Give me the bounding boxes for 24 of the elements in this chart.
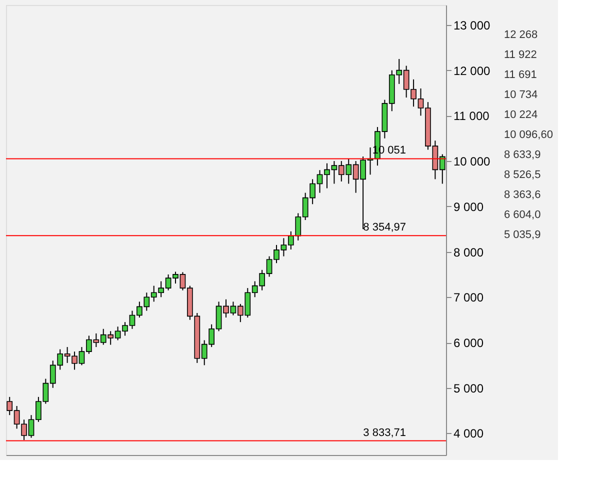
text: 8 633,9: [504, 149, 541, 161]
text: 10 734: [504, 89, 538, 101]
y-tick-label: 10 000: [454, 154, 491, 169]
y-tick-label: 4 000: [454, 426, 484, 441]
ref-line-label: 8 354,97: [363, 222, 406, 234]
text: 12 268: [504, 29, 538, 41]
text: 10 224: [504, 109, 538, 121]
text: 5 035,9: [504, 229, 541, 241]
y-tick-label: 6 000: [454, 336, 484, 350]
y-tick-label: 9 000: [454, 200, 484, 214]
y-tick-label: 7 000: [454, 290, 484, 305]
text: 8 363,6: [504, 189, 541, 201]
text: 10 096,60: [504, 129, 553, 141]
ref-line-label: 10 051: [372, 144, 406, 157]
y-tick-label: 13 000: [454, 18, 491, 32]
y-tick-label: 12 000: [454, 64, 491, 78]
y-tick-label: 8 000: [454, 245, 484, 260]
text: 8 526,5: [504, 169, 541, 181]
y-tick-label: 5 000: [454, 381, 484, 396]
text: 6 604,0: [504, 209, 541, 221]
text: 11 691: [504, 69, 537, 81]
y-tick-label: 11 000: [454, 109, 490, 124]
ref-line-label: 3 833,71: [363, 426, 406, 439]
text: 11 922: [504, 49, 537, 61]
